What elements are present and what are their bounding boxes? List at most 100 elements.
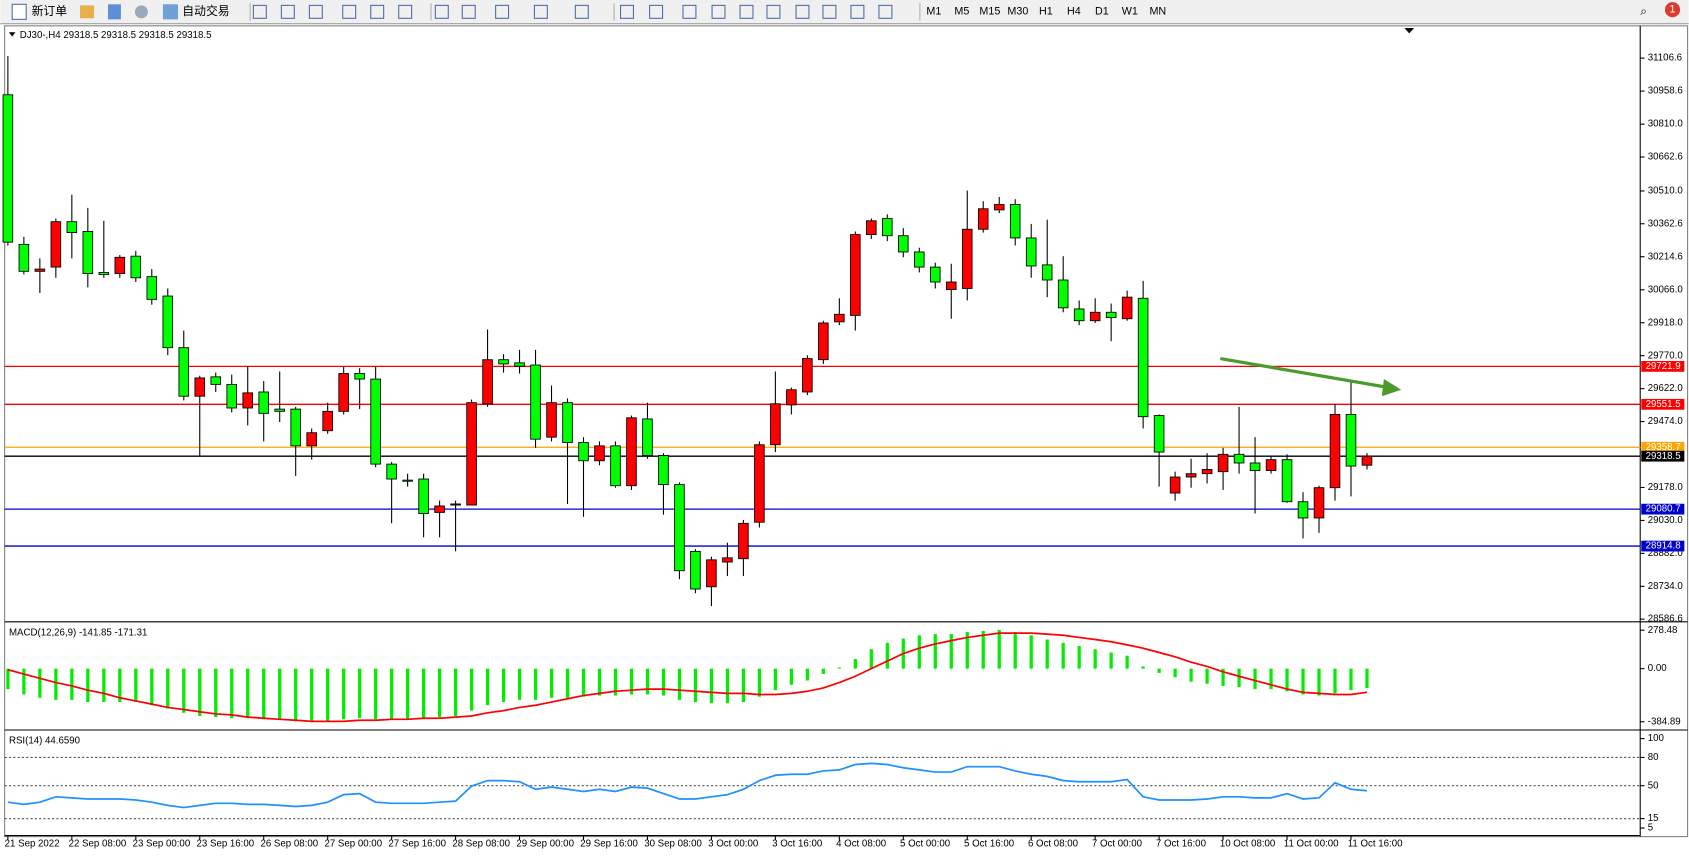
y-tick-label: 29770.0 xyxy=(1648,350,1684,361)
price-label-bg xyxy=(1641,361,1685,372)
tool-icon[interactable] xyxy=(461,4,476,19)
timeframe-button[interactable]: H1 xyxy=(1039,6,1053,18)
timeframe-button[interactable]: M30 xyxy=(1007,6,1028,18)
order-button[interactable]: 新订单 xyxy=(11,3,67,20)
candle-body xyxy=(1249,462,1261,471)
timeframe-button[interactable]: H4 xyxy=(1067,6,1081,18)
macd-bar xyxy=(374,668,378,720)
macd-bar xyxy=(1317,668,1321,696)
timeframe-button[interactable]: M5 xyxy=(954,6,969,18)
menu-arrow[interactable] xyxy=(8,32,16,37)
search-icon[interactable]: ⌕ xyxy=(1640,4,1647,18)
tool-icon[interactable] xyxy=(342,4,357,19)
x-tick-label: 6 Oct 08:00 xyxy=(1028,839,1079,850)
candle-body xyxy=(562,402,573,443)
x-tick-label: 11 Oct 16:00 xyxy=(1348,839,1403,850)
macd-bar xyxy=(469,668,474,711)
rsi-title: RSI(14) 44.6590 xyxy=(9,735,81,746)
candle-body xyxy=(98,271,110,275)
tool-icon[interactable] xyxy=(308,4,323,19)
tool-icon[interactable] xyxy=(711,4,726,19)
x-tick-label: 27 Sep 00:00 xyxy=(324,839,382,850)
macd-bar xyxy=(1157,668,1161,673)
icon[interactable] xyxy=(80,5,95,19)
candle-body xyxy=(1297,501,1309,519)
icon[interactable] xyxy=(108,4,121,20)
x-tick-label: 26 Sep 08:00 xyxy=(260,839,318,850)
candle-body xyxy=(1041,264,1053,281)
macd-bar xyxy=(342,668,346,720)
candle-body xyxy=(338,373,349,412)
auto-trade-button[interactable]: 自动交易 xyxy=(162,4,230,20)
candle-body xyxy=(802,358,813,393)
shift-marker[interactable] xyxy=(1404,27,1415,34)
macd-title: MACD(12,26,9) -141.85 -171.31 xyxy=(9,628,147,639)
macd-bar xyxy=(933,634,937,669)
candle-body xyxy=(178,347,190,397)
macd-bar xyxy=(1093,649,1097,669)
notification-badge[interactable] xyxy=(1664,2,1681,18)
tool-icon[interactable] xyxy=(766,4,781,19)
tool-icon[interactable] xyxy=(682,4,697,19)
timeframe-button[interactable]: D1 xyxy=(1095,6,1109,18)
macd-bar xyxy=(1109,652,1113,669)
price-label-bg xyxy=(1641,398,1685,410)
tool-icon[interactable] xyxy=(822,4,837,19)
macd-bar xyxy=(709,668,714,704)
tool-icon[interactable] xyxy=(649,4,664,19)
candle-body xyxy=(993,204,1005,211)
tool-icon[interactable] xyxy=(574,4,589,19)
x-tick-label: 7 Oct 00:00 xyxy=(1092,839,1143,850)
tool-icon[interactable] xyxy=(850,4,865,19)
tool-icon[interactable] xyxy=(495,4,510,19)
macd-bar xyxy=(1061,642,1065,669)
macd-bar xyxy=(38,668,42,698)
macd-bar xyxy=(1013,632,1017,669)
candle-body xyxy=(2,94,14,243)
candle-body xyxy=(418,478,429,514)
candle-body xyxy=(370,378,381,465)
macd-bar xyxy=(102,668,106,703)
macd-bar xyxy=(421,668,426,720)
candle-body xyxy=(402,479,413,482)
tool-icon[interactable] xyxy=(533,4,548,19)
macd-bar xyxy=(246,668,250,719)
tool-icon[interactable] xyxy=(620,4,634,19)
y-tick-label: 30510.0 xyxy=(1648,186,1684,197)
candle-body xyxy=(1025,237,1037,267)
tool-icon[interactable] xyxy=(739,4,754,19)
candle-body xyxy=(18,243,30,272)
macd-bar xyxy=(693,668,698,703)
icon[interactable] xyxy=(134,5,148,19)
macd-bar xyxy=(885,642,889,669)
macd-bar xyxy=(581,668,586,697)
tool-icon[interactable] xyxy=(398,4,413,19)
candle-body xyxy=(226,383,238,409)
macd-bar xyxy=(22,668,26,695)
timeframe-button[interactable]: MN xyxy=(1149,6,1166,18)
tool-icon[interactable] xyxy=(252,4,267,19)
tool-icon[interactable] xyxy=(795,4,810,19)
tool-icon[interactable] xyxy=(280,4,295,19)
macd-bar xyxy=(1301,668,1305,695)
tool-icon[interactable] xyxy=(370,4,385,19)
macd-bar xyxy=(326,668,330,722)
x-tick-label: 5 Oct 16:00 xyxy=(964,839,1015,850)
tool-icon[interactable] xyxy=(878,4,893,19)
y-tick-label: 28734.0 xyxy=(1648,581,1684,592)
candle-body xyxy=(882,218,893,237)
macd-bar xyxy=(789,668,793,685)
tool-icon[interactable] xyxy=(434,4,449,19)
timeframe-button[interactable]: M15 xyxy=(979,6,1000,18)
macd-bar xyxy=(390,668,394,720)
candle-body xyxy=(354,373,365,380)
candle-body xyxy=(322,410,333,432)
candle-body xyxy=(1105,311,1117,319)
timeframe-button[interactable]: M1 xyxy=(926,6,941,18)
candle-body xyxy=(194,377,206,397)
macd-bar xyxy=(565,668,570,698)
macd-bar xyxy=(917,635,921,669)
timeframe-button[interactable]: W1 xyxy=(1122,6,1138,18)
candle-body xyxy=(1185,473,1197,478)
